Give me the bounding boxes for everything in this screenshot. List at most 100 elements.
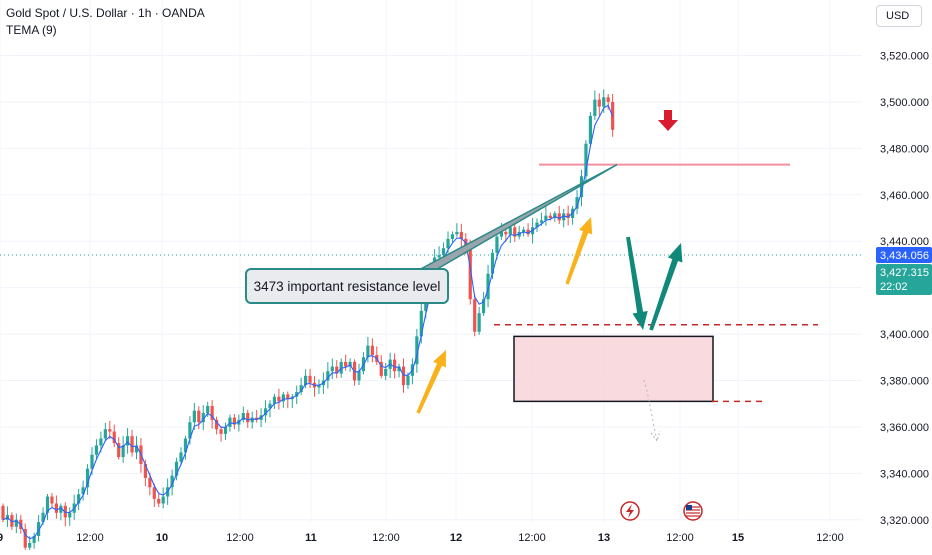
candle-body xyxy=(348,361,352,367)
symbol-header: Gold Spot / U.S. Dollar · 1h · OANDA TEM… xyxy=(6,5,205,39)
time-tick-label: 11 xyxy=(305,532,317,544)
candle-body xyxy=(148,477,152,488)
price-tick-label: 3,320.000 xyxy=(880,515,929,527)
candle-body xyxy=(366,345,370,358)
candle-body xyxy=(228,417,232,427)
candle-body xyxy=(68,512,72,518)
candle-body xyxy=(482,299,486,314)
candle-body xyxy=(539,220,544,223)
time-tick-label: 12:00 xyxy=(372,532,400,544)
candle-body xyxy=(566,213,570,219)
price-tick-label: 3,460.000 xyxy=(880,190,929,202)
candle-body xyxy=(201,412,205,423)
candle-body xyxy=(522,229,526,232)
candle-body xyxy=(544,215,548,221)
candle-body xyxy=(330,366,334,372)
candle-body xyxy=(32,536,36,543)
candle-body xyxy=(606,97,610,102)
yellow-up-arrow xyxy=(565,217,593,285)
candle-body xyxy=(499,231,503,237)
candle-body xyxy=(94,445,99,455)
candle-body xyxy=(188,422,192,439)
candle-body xyxy=(281,394,285,402)
candle-body xyxy=(108,429,112,432)
price-tick-label: 3,380.000 xyxy=(880,375,929,387)
candle-body xyxy=(241,412,245,420)
candle-body xyxy=(121,445,125,458)
price-tick-label: 3,520.000 xyxy=(880,51,929,63)
time-tick-label: 12:00 xyxy=(816,532,844,544)
candle-body xyxy=(250,417,254,423)
candle-body xyxy=(50,496,54,504)
candle-body xyxy=(192,410,196,423)
symbol-title: Gold Spot / U.S. Dollar · 1h · OANDA xyxy=(6,6,205,20)
candle-body xyxy=(219,429,223,434)
candle-body xyxy=(223,426,228,434)
candle-body xyxy=(406,375,410,386)
candle-body xyxy=(579,176,584,198)
candle-body xyxy=(597,99,601,107)
time-tick-label: 12:00 xyxy=(226,532,254,544)
candle-body xyxy=(277,396,281,402)
candle-body xyxy=(90,454,94,469)
candle-body xyxy=(170,475,174,488)
candle-body xyxy=(99,438,103,446)
flag-canton xyxy=(686,505,692,510)
candle-body xyxy=(344,361,348,367)
tema-line xyxy=(2,104,614,540)
candle-body xyxy=(508,227,512,235)
candle-body xyxy=(535,222,539,228)
countdown-text: 22:02 xyxy=(880,281,908,293)
candle-body xyxy=(401,366,406,386)
candle-body xyxy=(197,410,201,423)
time-tick-label: 10 xyxy=(156,532,168,544)
callout-pointer xyxy=(414,163,618,273)
tema-indicator xyxy=(2,104,614,540)
candle-body xyxy=(437,255,441,258)
candle-body xyxy=(379,361,383,376)
price-tick-label: 3,440.000 xyxy=(880,236,929,248)
candle-body xyxy=(246,412,250,423)
currency-button[interactable]: USD xyxy=(876,5,922,27)
candle-body xyxy=(441,248,446,256)
price-badges: 3,434.056 3,427.315 22:02 xyxy=(876,247,932,296)
candle-body xyxy=(28,542,32,548)
resistance-callout: 3473 important resistance level xyxy=(245,268,449,304)
candle-body xyxy=(77,494,81,504)
candle-body xyxy=(459,231,463,239)
candle-body xyxy=(526,229,530,235)
yellow-up-arrow xyxy=(416,350,446,414)
candle-body xyxy=(23,529,27,548)
candle-body xyxy=(602,97,606,107)
candle-body xyxy=(584,143,588,177)
candle-body xyxy=(450,234,455,239)
candle-body xyxy=(357,371,361,381)
candle-body xyxy=(455,231,459,235)
candle-body xyxy=(295,392,299,397)
candle-body xyxy=(134,445,139,453)
current-price-badge xyxy=(876,247,932,264)
candle-body xyxy=(161,496,165,504)
candle-body xyxy=(495,236,499,253)
candle-body xyxy=(370,345,374,355)
candle-body xyxy=(304,375,308,386)
candle-body xyxy=(286,394,290,400)
candle-body xyxy=(593,99,597,116)
current-price-text: 3,434.056 xyxy=(880,250,929,262)
candle-body xyxy=(143,464,147,478)
candle-body xyxy=(41,512,45,523)
candle-body xyxy=(37,522,41,536)
candle-body xyxy=(415,336,419,365)
projection-dotted-arrow xyxy=(643,379,658,441)
candle-body xyxy=(504,231,508,235)
candle-body xyxy=(126,436,130,446)
candle-body xyxy=(152,487,156,499)
candle-body xyxy=(272,396,277,404)
time-tick-label: 9 xyxy=(0,532,3,544)
candle-body xyxy=(45,496,50,513)
candle-body xyxy=(81,487,85,495)
lightning-icon xyxy=(626,504,634,518)
candle-body xyxy=(232,417,236,425)
